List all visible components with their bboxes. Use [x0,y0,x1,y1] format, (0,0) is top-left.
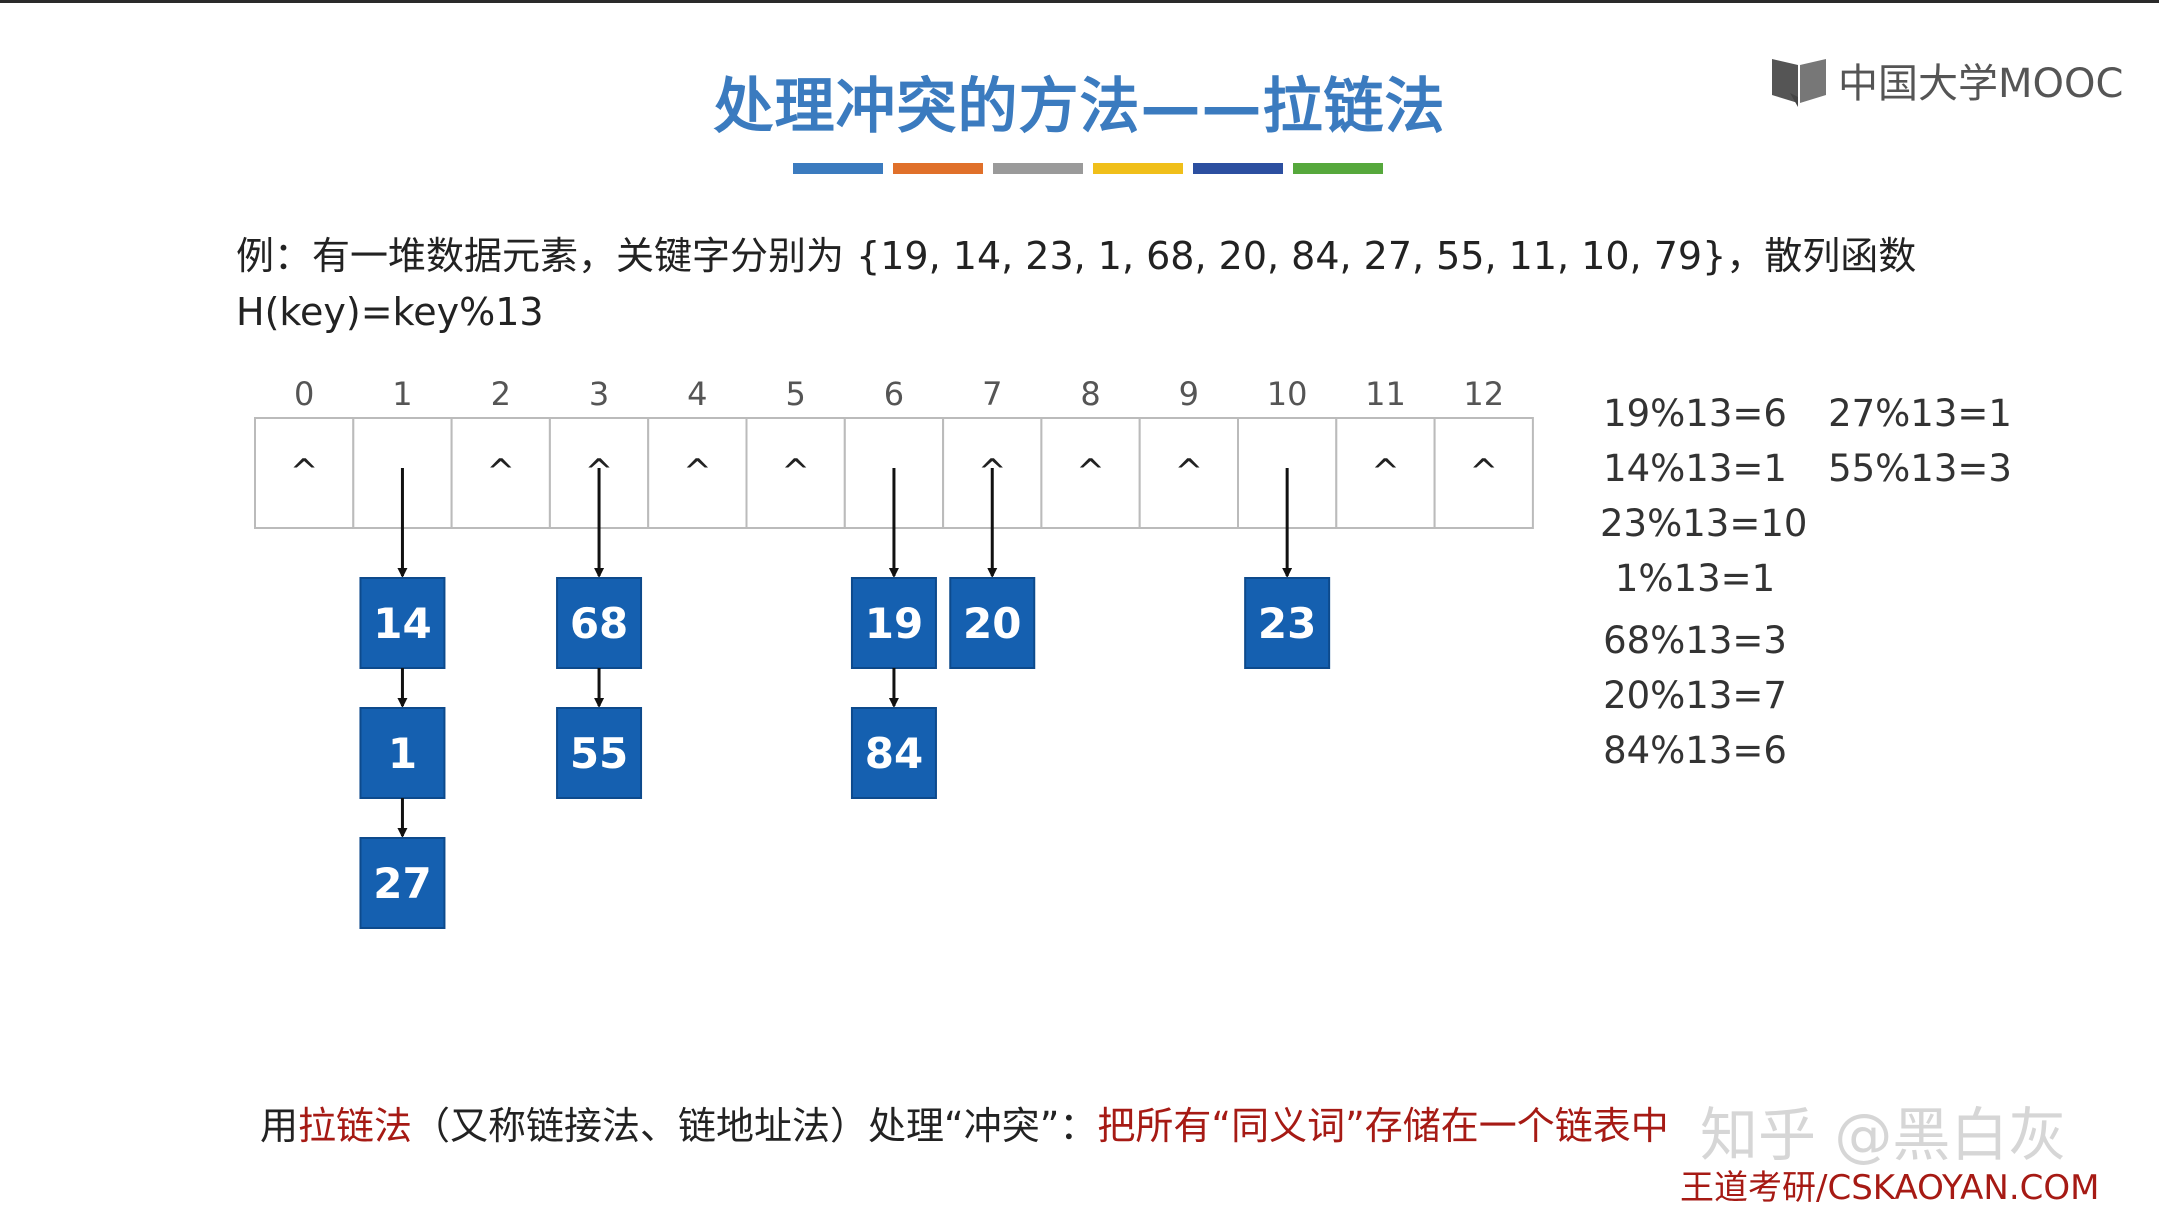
chain-node-value: 27 [373,859,431,908]
summary-part-4: 把所有“同义词”存储在一个链表中 [1097,1104,1669,1148]
table-slot [1138,417,1239,529]
slide-title: 处理冲突的方法——拉链法 [713,72,1446,142]
null-pointer: ^ [1175,452,1204,492]
hash-calculation: 27%13=1 [1828,392,2012,435]
color-bar-4 [1093,163,1183,174]
index-label: 11 [1365,375,1406,413]
chain-node-value: 1 [388,729,417,778]
index-label: 3 [589,375,609,413]
watermark: 知乎 @黑白灰 [1700,1101,2067,1169]
example-text: 例：有一堆数据元素，关键字分别为 {19, 14, 23, 1, 68, 20,… [236,228,1916,340]
color-bar-1 [793,163,883,174]
table-slot [647,417,748,529]
chain-node [850,707,937,799]
color-bar-3 [993,163,1083,174]
index-label: 0 [294,375,314,413]
book-icon [1772,59,1826,107]
null-pointer: ^ [781,452,810,492]
chain-node-value: 20 [963,599,1021,648]
chain-node [359,577,446,669]
credit-text: 王道考研/CSKAOYAN.COM [1680,1168,2100,1208]
table-slot [745,417,846,529]
table-slot [450,417,551,529]
null-pointer: ^ [1371,452,1400,492]
hash-calculation: 23%13=10 [1600,502,1808,545]
summary-part-2: 拉链法 [298,1104,413,1148]
mooc-logo: 中国大学MOOC [1768,50,2123,110]
summary-part-3: （又称链接法、链地址法）处理“冲突”： [412,1104,1098,1148]
hash-calculation: 14%13=1 [1603,447,1787,490]
index-label: 12 [1463,375,1504,413]
chain-node-value: 84 [865,729,923,778]
chain-node [1244,577,1331,669]
hash-calculation: 68%13=3 [1603,619,1787,662]
null-pointer: ^ [487,452,516,492]
hash-calculation: 1%13=1 [1614,557,1776,600]
hash-table-diagram: 0 1 2 3 4 5 6 7 8 9 10 11 12^ ^ ^ ^ ^ ^ ^ ^ ^ ^14127685519842… [254,375,1534,929]
logo-text: 中国大学MOOC [1838,61,2124,107]
table-slot [1040,417,1141,529]
index-label: 6 [884,375,904,413]
null-pointer: ^ [1470,452,1499,492]
chain-node-value: 23 [1258,599,1316,648]
hash-calculation: 55%13=3 [1828,447,2012,490]
top-border [0,0,2159,3]
color-bar-2 [893,163,983,174]
chain-node [949,577,1036,669]
index-label: 5 [785,375,805,413]
index-label: 8 [1080,375,1100,413]
null-pointer: ^ [290,452,319,492]
chain-node-value: 14 [373,599,431,648]
chain-node-value: 19 [865,599,923,648]
index-label: 1 [392,375,412,413]
summary-part-1: 用 [260,1104,299,1148]
color-bar-6 [1293,163,1383,174]
hash-calculation: 20%13=7 [1603,674,1787,717]
example-line-2: H(key)=key%13 [236,290,544,334]
index-label: 9 [1179,375,1199,413]
null-pointer: ^ [683,452,712,492]
table-slot [1433,417,1534,529]
chain-node [359,837,446,929]
index-label: 2 [491,375,511,413]
chain-node-value: 55 [570,729,628,778]
index-label: 7 [982,375,1002,413]
summary-text: 用拉链法（又称链接法、链地址法）处理“冲突”：把所有“同义词”存储在一个链表中 [260,1095,1669,1150]
hash-calculation: 19%13=6 [1603,392,1787,435]
example-line-1: 例：有一堆数据元素，关键字分别为 {19, 14, 23, 1, 68, 20,… [236,234,1917,278]
chain-node-value: 68 [570,599,628,648]
null-pointer: ^ [1076,452,1105,492]
chain-node [556,707,643,799]
chain-node [850,577,937,669]
index-label: 4 [687,375,707,413]
hash-calculation: 84%13=6 [1603,729,1787,772]
chain-node [556,577,643,669]
table-slot [254,417,355,529]
color-bar-5 [1193,163,1283,174]
index-label: 10 [1267,375,1308,413]
